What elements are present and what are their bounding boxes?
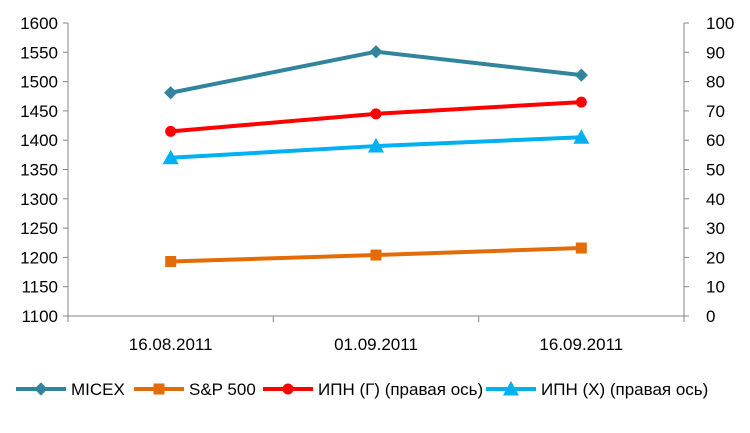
left-axis-tick-label: 1200	[20, 248, 58, 267]
legend-item: ИПН (Г) (правая ось)	[263, 380, 483, 399]
legend: MICEX S&P 500 ИПН (Г) (правая ось) ИПН (Х) …	[16, 380, 708, 399]
data-point-marker	[164, 86, 178, 100]
x-axis-tick-label: 16.09.2011	[539, 335, 623, 354]
series-3	[162, 129, 590, 165]
legend-label: ИПН (Г) (правая ось)	[318, 380, 483, 399]
right-axis-tick-label: 30	[706, 219, 725, 238]
series-2	[165, 96, 587, 137]
right-axis-tick-label: 90	[706, 43, 725, 62]
left-axis-tick-label: 1450	[20, 102, 58, 121]
legend-label: MICEX	[71, 380, 125, 399]
data-point-marker	[367, 138, 385, 153]
left-axis-tick-label: 1600	[20, 14, 58, 33]
right-axis-tick-label: 60	[706, 131, 725, 150]
legend-item: S&P 500	[134, 380, 256, 399]
series-1	[165, 242, 587, 268]
data-point-marker	[575, 242, 587, 254]
axes-layer: 1100 1150 1200 1250 1300 1350 1400 1450 1500 1550…	[20, 14, 734, 354]
legend-swatch-marker	[34, 382, 48, 396]
left-axis-tick-label: 1100	[21, 307, 58, 326]
left-axis-tick-label: 1500	[20, 73, 58, 92]
legend-item: MICEX	[16, 380, 125, 399]
left-axis-tick-label: 1550	[20, 43, 58, 62]
right-axis-tick-label: 0	[706, 307, 715, 326]
data-point-marker	[369, 45, 383, 59]
series-layer	[162, 45, 590, 268]
legend-swatch-marker	[153, 383, 165, 395]
left-axis-tick-label: 1350	[20, 161, 58, 180]
left-axis-tick-label: 1250	[20, 219, 58, 238]
right-axis-tick-label: 20	[706, 248, 725, 267]
legend-label: ИПН (Х) (правая ось)	[541, 380, 708, 399]
legend-label: S&P 500	[189, 380, 256, 399]
left-axis-tick-label: 1150	[21, 278, 58, 297]
x-axis-tick-label: 01.09.2011	[334, 335, 418, 354]
left-axis-tick-label: 1300	[20, 190, 58, 209]
right-axis-tick-label: 70	[706, 102, 725, 121]
legend-item: ИПН (Х) (правая ось)	[486, 380, 708, 399]
data-point-marker	[370, 108, 382, 120]
right-axis-tick-label: 100	[706, 14, 734, 33]
right-axis-tick-label: 10	[706, 278, 725, 297]
right-axis-tick-label: 80	[706, 73, 725, 92]
left-axis-tick-label: 1400	[20, 131, 58, 150]
data-point-marker	[573, 129, 590, 144]
x-axis-tick-label: 16.08.2011	[129, 335, 213, 354]
data-point-marker	[574, 68, 588, 82]
series-0	[164, 45, 588, 100]
right-axis-tick-label: 40	[706, 190, 725, 209]
data-point-marker	[162, 149, 179, 165]
data-point-marker	[575, 96, 587, 108]
legend-swatch-marker	[502, 380, 520, 396]
legend-swatch-marker	[282, 383, 294, 395]
right-axis-tick-label: 50	[706, 161, 725, 180]
data-point-marker	[165, 256, 177, 268]
data-point-marker	[165, 125, 177, 137]
data-point-marker	[370, 249, 382, 261]
